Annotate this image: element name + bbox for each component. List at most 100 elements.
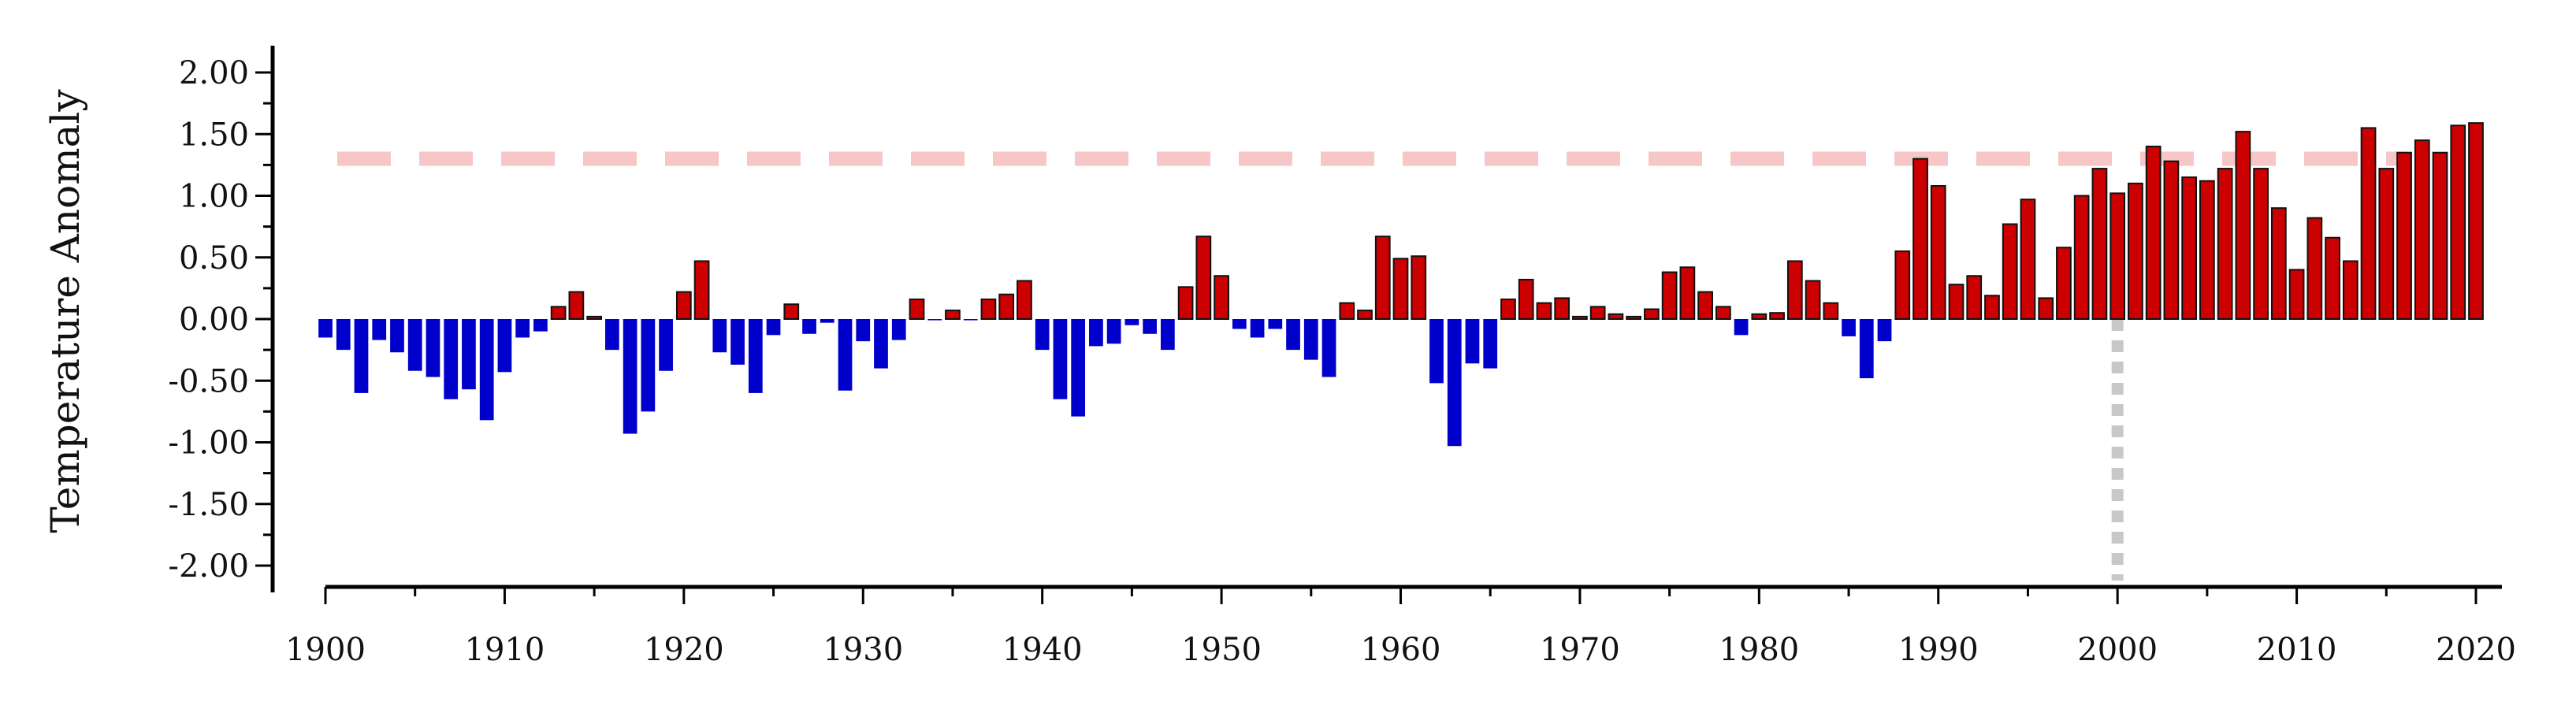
bar-1947 [1160,319,1175,351]
bar-1908 [462,319,476,390]
bar-1980 [1751,313,1768,320]
bar-1970 [1572,315,1588,320]
bar-1900 [318,319,333,338]
y-tick-label: -0.50 [168,363,249,399]
bar-1974 [1644,308,1660,321]
bar-1946 [1143,319,1157,334]
bar-1914 [568,291,585,321]
bar-1913 [550,306,567,321]
bar-1911 [515,319,530,338]
bar-1979 [1734,319,1749,336]
x-tick-label: 1970 [1540,632,1620,668]
bar-1940 [1035,319,1050,351]
bar-1953 [1268,319,1283,329]
bar-1943 [1089,319,1103,347]
x-tick-label: 1990 [1898,632,1979,668]
bar-1973 [1626,315,1642,320]
bar-1999 [2091,168,2108,320]
bar-2000 [2109,192,2126,320]
bar-2018 [2432,151,2448,320]
bar-1937 [980,298,997,320]
y-tick-label: 0.00 [179,302,249,338]
bar-1901 [336,319,351,351]
bar-2005 [2199,180,2215,320]
bar-1993 [1984,295,2000,321]
bar-1903 [372,319,387,340]
bar-1941 [1053,319,1068,399]
x-tick-label: 1930 [823,632,903,668]
bar-1924 [748,319,763,393]
bar-2010 [2288,269,2305,320]
bar-2017 [2414,139,2430,320]
y-tick-label: 2.00 [179,55,249,91]
bar-1998 [2073,195,2090,320]
x-tick-label: 1900 [285,632,366,668]
bar-1945 [1124,319,1139,325]
y-tick-label: -1.50 [168,487,249,523]
y-axis-title: Temperature Anomaly [43,89,88,533]
x-tick-label: 1940 [1002,632,1083,668]
bar-1951 [1232,319,1247,329]
bar-1967 [1518,278,1534,321]
bar-1987 [1877,319,1892,342]
bar-1975 [1661,271,1678,320]
bar-1964 [1465,319,1480,364]
bar-1929 [838,319,853,391]
bar-2001 [2128,182,2143,320]
bar-1952 [1250,319,1265,338]
bar-1905 [407,319,422,371]
bar-1994 [2002,223,2018,320]
x-tick-label: 2000 [2077,632,2158,668]
bar-2009 [2270,207,2287,320]
bar-2007 [2235,131,2251,320]
x-ticks-group: 1900 1910 1920 1930 1940 1950 1960 1970 1980 1990… [285,587,2516,668]
bar-1931 [874,319,888,369]
bar-1949 [1195,236,1212,321]
x-tick-label: 1960 [1361,632,1441,668]
bar-1976 [1679,266,1696,320]
bar-2006 [2217,168,2233,320]
bar-1989 [1912,158,1928,320]
bar-1936 [963,319,978,321]
bar-2015 [2378,168,2395,320]
bar-1972 [1608,313,1624,320]
bar-1917 [623,319,637,434]
bar-1965 [1483,319,1498,369]
bar-2004 [2181,176,2198,320]
bar-1950 [1214,275,1229,320]
x-tick-label: 2010 [2257,632,2337,668]
bar-1934 [927,319,942,321]
bar-2011 [2307,217,2323,321]
bar-1904 [390,319,404,353]
bar-1919 [659,319,673,371]
bar-1932 [891,319,906,340]
bar-2020 [2468,122,2484,320]
x-tick-label: 1980 [1719,632,1799,668]
x-tick-label: 1950 [1181,632,1262,668]
bar-2002 [2145,145,2162,320]
bar-1997 [2056,247,2072,321]
bar-1956 [1321,319,1336,377]
bar-1962 [1429,319,1444,384]
bar-1926 [783,303,800,321]
bar-1990 [1930,184,1946,320]
bar-1985 [1842,319,1856,336]
bar-2019 [2450,124,2466,320]
bar-1909 [479,319,494,421]
bar-1968 [1536,302,1552,321]
bar-2012 [2325,236,2340,320]
bar-1939 [1017,280,1032,320]
bar-1954 [1286,319,1300,351]
bar-1948 [1177,286,1194,320]
bar-1902 [354,319,369,393]
bar-1944 [1106,319,1121,344]
x-tick-label: 1910 [465,632,545,668]
bar-1915 [586,315,603,320]
y-tick-label: 1.00 [179,179,249,215]
bar-1995 [2020,199,2036,320]
bar-1986 [1859,319,1874,379]
bar-1958 [1357,310,1373,320]
bar-1982 [1786,260,1803,320]
bar-1916 [605,319,619,351]
bar-1942 [1071,319,1086,417]
